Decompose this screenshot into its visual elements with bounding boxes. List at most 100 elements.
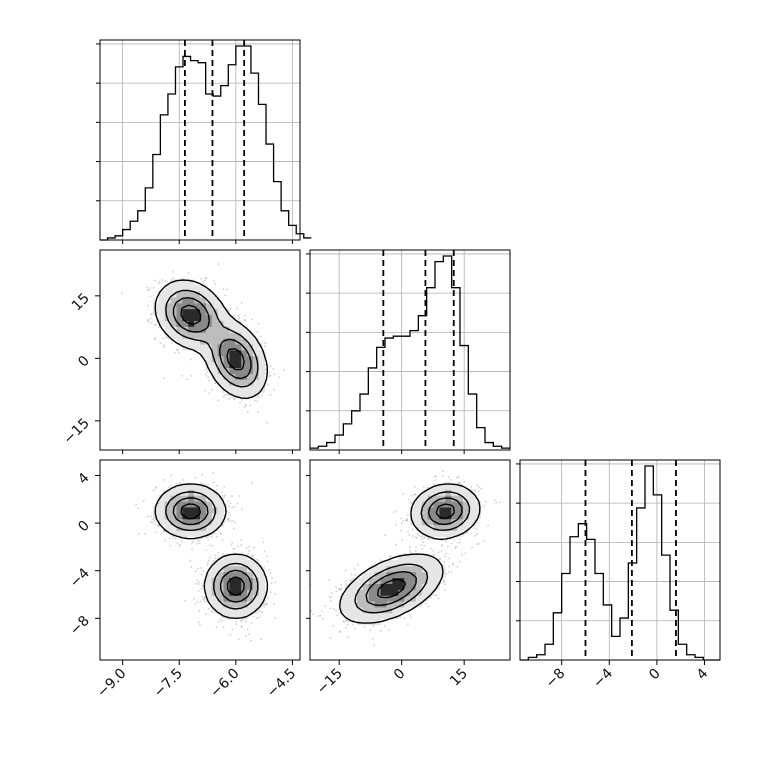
scatter-point (466, 532, 468, 534)
scatter-point (206, 277, 208, 279)
scatter-point (244, 319, 246, 321)
scatter-point (455, 546, 457, 548)
scatter-point (266, 555, 268, 557)
scatter-point (442, 471, 444, 473)
scatter-point (150, 521, 152, 523)
scatter-point (170, 545, 172, 547)
scatter-point (208, 608, 210, 610)
density-cell (159, 501, 165, 507)
scatter-point (283, 369, 285, 371)
scatter-point (249, 404, 251, 406)
density-cell (165, 326, 171, 332)
density-cell (212, 584, 218, 590)
scatter-point (264, 550, 266, 552)
density-cell (206, 489, 212, 495)
scatter-point (238, 638, 240, 640)
scatter-point (266, 603, 268, 605)
density-cell (171, 489, 177, 495)
scatter-point (222, 539, 224, 541)
scatter-point (216, 626, 218, 628)
scatter-point (164, 280, 166, 282)
density-cell (218, 507, 224, 513)
scatter-point (179, 544, 181, 546)
scatter-point (207, 376, 209, 378)
density-cell (212, 566, 218, 572)
scatter-point (212, 472, 214, 474)
scatter-point (237, 546, 239, 548)
histogram-step-2 (520, 466, 720, 660)
scatter-point (144, 533, 146, 535)
scatter-point (258, 616, 260, 618)
scatter-point (230, 503, 232, 505)
scatter-point (191, 548, 193, 550)
scatter-point (121, 293, 123, 295)
density-cell (188, 315, 194, 321)
scatter-point (427, 487, 429, 489)
scatter-point (499, 501, 501, 503)
scatter-point (248, 550, 250, 552)
density-cell (224, 315, 230, 321)
density-cell (206, 356, 212, 362)
scatter-point (480, 488, 482, 490)
scatter-point (456, 477, 458, 479)
scatter-point (459, 542, 461, 544)
scatter-point (147, 319, 149, 321)
scatter-point (154, 280, 156, 282)
density-cell (194, 285, 200, 291)
scatter-point (172, 277, 174, 279)
scatter-point (143, 500, 145, 502)
scatter-point (212, 545, 214, 547)
scatter-point (251, 556, 253, 558)
density-cell (218, 513, 224, 519)
scatter-point (269, 572, 271, 574)
density-cell (159, 315, 165, 321)
scatter-point (400, 530, 402, 532)
scatter-point (241, 399, 243, 401)
scatter-point (241, 508, 243, 510)
density-cell (259, 589, 265, 595)
density-cell (247, 560, 253, 566)
scatter-point (238, 495, 240, 497)
scatter-point (264, 345, 266, 347)
scatter-point (430, 548, 432, 550)
scatter-point (247, 411, 249, 413)
scatter-point (428, 538, 430, 540)
scatter-point (190, 560, 192, 562)
scatter-point (228, 518, 230, 520)
scatter-point (172, 271, 174, 273)
scatter-point (209, 544, 211, 546)
scatter-point (149, 287, 151, 289)
scatter-point (476, 533, 478, 535)
scatter-point (207, 539, 209, 541)
scatter-point (202, 281, 204, 283)
density-cell (194, 315, 200, 321)
density-cell (159, 297, 165, 303)
scatter-point (163, 479, 165, 481)
scatter-point (479, 486, 481, 488)
scatter-point (224, 394, 226, 396)
density-cell (224, 321, 230, 327)
scatter-point (197, 568, 199, 570)
scatter-point (393, 511, 395, 513)
scatter-point (203, 598, 205, 600)
density-cell (171, 332, 177, 338)
scatter-point (450, 479, 452, 481)
scatter-point (260, 336, 262, 338)
scatter-point (162, 337, 164, 339)
density-cell (247, 584, 253, 590)
density-cell (259, 362, 265, 368)
density-cell (235, 326, 241, 332)
density-cell (206, 584, 212, 590)
density-cell (229, 385, 235, 391)
density-cell (229, 332, 235, 338)
scatter-point (181, 541, 183, 543)
scatter-point (155, 487, 157, 489)
scatter-point (234, 521, 236, 523)
scatter-point (158, 525, 160, 527)
scatter-point (256, 331, 258, 333)
scatter-point (170, 474, 172, 476)
scatter-point (199, 623, 201, 625)
scatter-point (324, 605, 326, 607)
scatter-point (229, 520, 231, 522)
